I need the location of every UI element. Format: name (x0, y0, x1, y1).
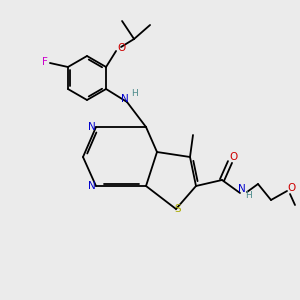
Text: S: S (175, 204, 181, 214)
Text: O: O (288, 183, 296, 193)
Text: N: N (238, 184, 246, 194)
Text: O: O (229, 152, 237, 162)
Text: N: N (88, 122, 96, 132)
Text: H: H (244, 190, 251, 200)
Text: H: H (130, 89, 137, 98)
Text: F: F (42, 57, 48, 67)
Text: N: N (88, 181, 96, 191)
Text: O: O (117, 43, 125, 53)
Text: N: N (121, 94, 129, 104)
